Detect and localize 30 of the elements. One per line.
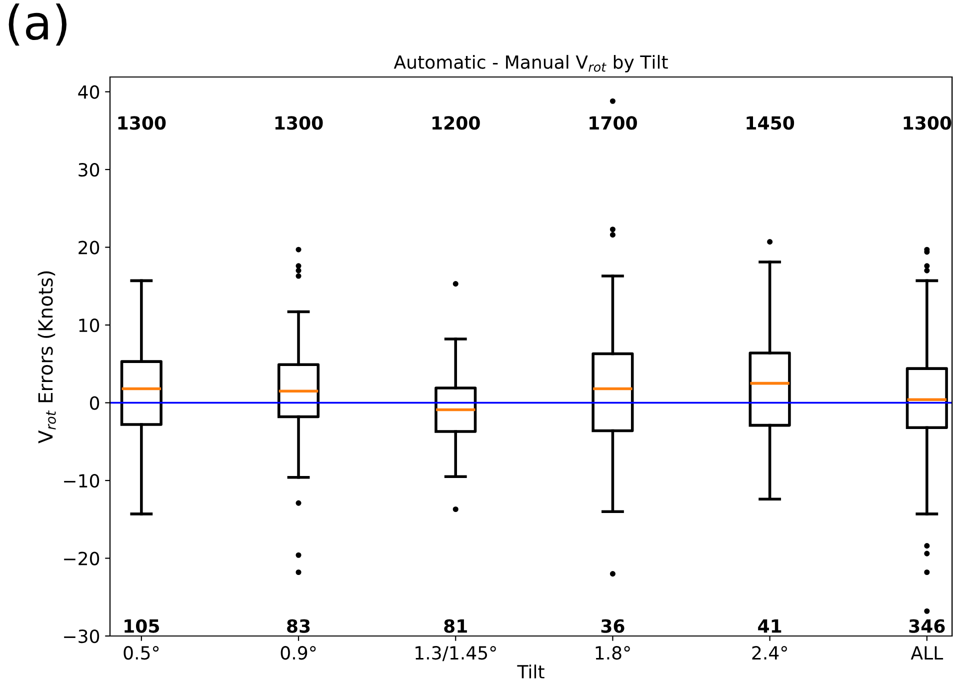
annotation: 1700 <box>590 116 637 130</box>
annotation: 1200 <box>432 116 480 130</box>
y-tick-label: −30 <box>64 629 100 644</box>
x-tick-label: 0.5° <box>124 646 159 660</box>
y-tick-label: 40 <box>78 85 100 99</box>
x-tick-label: 0.9° <box>280 646 316 660</box>
y-tick-label: −10 <box>64 474 100 488</box>
annotation: 1450 <box>746 116 794 130</box>
x-tick-label: 1.8° <box>596 646 630 660</box>
x-tick-label: ALL <box>910 646 944 660</box>
y-axis-title: V$_{rot}$ Errors (Knots) <box>38 271 56 444</box>
annotation: 346 <box>909 619 945 633</box>
annotation: 1300 <box>275 116 323 130</box>
annotation: 1300 <box>118 116 166 130</box>
y-tick-label: 30 <box>78 162 100 177</box>
y-tick-label: 10 <box>79 318 100 332</box>
text: (a) <box>8 4 66 46</box>
y-tick-label: −20 <box>64 552 100 566</box>
annotation: 1300 <box>904 116 952 130</box>
annotation: 41 <box>758 619 782 633</box>
x-tick-label: 2.4° <box>752 646 787 660</box>
x-tick-label: 1.3/1.45° <box>416 646 496 662</box>
annotation: 105 <box>124 619 160 633</box>
annotation: 81 <box>444 619 467 633</box>
annotation: 83 <box>287 619 310 633</box>
annotation: 36 <box>601 619 624 633</box>
x-axis-title: Tilt <box>517 664 544 678</box>
y-tick-label: 0 <box>90 396 100 410</box>
y-tick-label: 20 <box>78 240 100 254</box>
chart-title: Automatic - Manual V$_{rot}$ by Tilt <box>394 54 668 72</box>
